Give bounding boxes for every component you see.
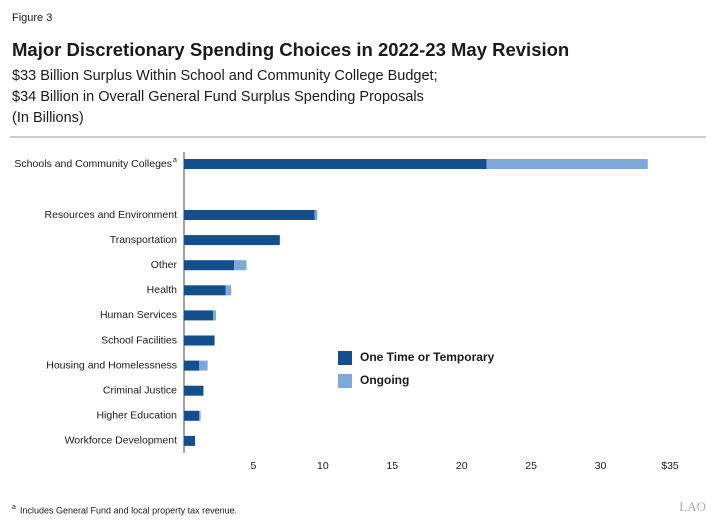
y-tick-label: Housing and Homelessness xyxy=(46,359,177,371)
subtitle: (In Billions) xyxy=(12,110,84,126)
y-tick-label: School Facilities xyxy=(101,334,177,346)
footnote: Includes General Fund and local property… xyxy=(20,505,237,515)
legend-swatch xyxy=(338,351,352,365)
x-tick-label: 30 xyxy=(595,460,607,472)
bar-segment xyxy=(199,360,208,371)
bar-segment xyxy=(184,410,200,421)
figure-label: Figure 3 xyxy=(12,12,52,24)
bar-segment xyxy=(184,360,200,371)
y-tick-label: Other xyxy=(151,259,178,271)
y-tick-label: Human Services xyxy=(100,309,177,321)
legend-label: Ongoing xyxy=(360,373,409,387)
bar-segment xyxy=(184,435,196,446)
x-tick-label: 20 xyxy=(456,460,468,472)
bar-segment xyxy=(184,159,487,169)
x-tick-label: 25 xyxy=(525,460,537,472)
x-tick-label: 5 xyxy=(251,460,257,472)
y-tick-label: Transportation xyxy=(110,234,177,246)
footnote-marker: a xyxy=(173,157,177,164)
bar-segment xyxy=(486,159,648,169)
bar-segment xyxy=(233,260,247,271)
y-tick-label: Workforce Development xyxy=(65,435,178,447)
x-tick-label: 10 xyxy=(317,460,329,472)
x-tick-label: $35 xyxy=(661,460,679,472)
x-tick-label: 15 xyxy=(386,460,398,472)
logo: LAO xyxy=(679,499,706,514)
bar-segment xyxy=(184,385,204,396)
bar-segment xyxy=(184,210,315,220)
y-tick-label: Schools and Community Colleges xyxy=(14,158,172,170)
legend-label: One Time or Temporary xyxy=(360,350,495,364)
bar-segment xyxy=(184,335,215,346)
footnote-marker: a xyxy=(12,504,16,511)
chart-title: Major Discretionary Spending Choices in … xyxy=(12,39,569,60)
y-tick-label: Criminal Justice xyxy=(103,384,177,396)
bar-segment xyxy=(199,410,201,421)
bar-segment xyxy=(184,260,234,271)
subtitle: $34 Billion in Overall General Fund Surp… xyxy=(12,89,424,105)
bar-segment xyxy=(184,310,214,321)
y-tick-label: Higher Education xyxy=(96,410,177,422)
bar-segment xyxy=(184,235,280,246)
subtitle: $33 Billion Surplus Within School and Co… xyxy=(12,68,438,84)
bar-segment xyxy=(314,210,318,220)
y-tick-label: Health xyxy=(147,284,178,296)
bar-segment xyxy=(213,310,216,321)
legend-swatch xyxy=(338,374,352,388)
bar-segment xyxy=(225,285,232,296)
y-tick-label: Resources and Environment xyxy=(45,209,178,221)
bar-segment xyxy=(184,285,226,296)
